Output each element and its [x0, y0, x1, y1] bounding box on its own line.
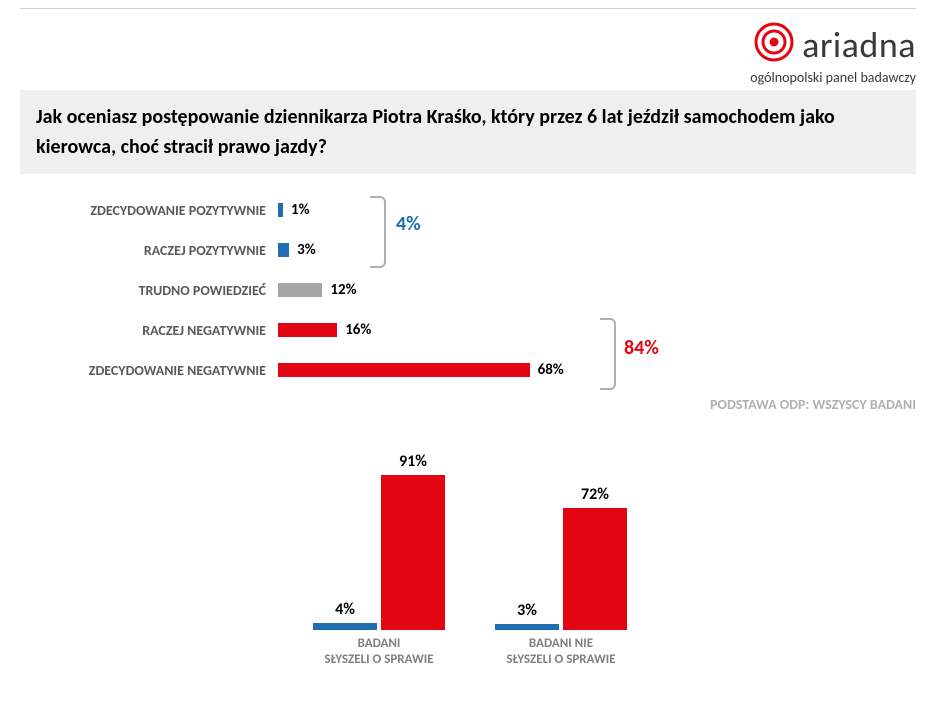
hbar-track: 12%: [278, 270, 648, 310]
page-root: ariadna ogólnopolski panel badawczy Jak …: [0, 0, 936, 702]
bracket-positive-label: 4%: [396, 212, 421, 236]
footnote: PODSTAWA ODP: WSZYSCY BADANI: [710, 396, 916, 413]
vbar-value: 91%: [399, 452, 427, 471]
hbar: [278, 323, 337, 337]
hbar-track: 1%: [278, 190, 648, 230]
hbar-track: 16%: [278, 310, 648, 350]
hbar-value: 1%: [291, 201, 310, 219]
brand-name: ariadna: [802, 23, 916, 67]
vbar: [313, 623, 377, 630]
vbar-box: 4%: [313, 440, 377, 630]
vbar-caption-line: BADANI NIE: [506, 636, 615, 652]
top-rule: [20, 8, 916, 9]
vbar: [495, 624, 559, 630]
vbar-pair: 4% 91%: [313, 440, 445, 630]
bracket-positive: [370, 196, 386, 268]
vbar-caption: BADANISŁYSZELI O SPRAWIE: [324, 636, 433, 669]
hbar-label: RACZEJ NEGATYWNIE: [20, 322, 278, 339]
hbar-value: 16%: [345, 321, 371, 339]
hbar-label: ZDECYDOWANIE NEGATYWNIE: [20, 362, 278, 379]
vbar-caption-line: BADANI: [324, 636, 433, 652]
hbar-label: RACZEJ POZYTYWNIE: [20, 242, 278, 259]
brand-target-icon: [754, 22, 794, 67]
vbar-group: 3% 72% BADANI NIESŁYSZELI O SPRAWIE: [495, 440, 627, 680]
bracket-negative-label: 84%: [624, 336, 659, 360]
vbar: [381, 475, 445, 630]
hbar-track: 3%: [278, 230, 648, 270]
hbar-row: RACZEJ NEGATYWNIE 16%: [20, 310, 916, 350]
hbar-row: RACZEJ POZYTYWNIE 3%: [20, 230, 916, 270]
question-box: Jak oceniasz postępowanie dziennikarza P…: [20, 90, 916, 174]
vbar-pair: 3% 72%: [495, 440, 627, 630]
brand-logo-area: ariadna ogólnopolski panel badawczy: [750, 22, 916, 86]
vbar-box: 91%: [381, 440, 445, 630]
vbar-value: 3%: [517, 601, 537, 620]
question-text: Jak oceniasz postępowanie dziennikarza P…: [36, 102, 900, 162]
bracket-negative: [600, 318, 616, 390]
hbar-value: 12%: [330, 281, 356, 299]
hbar-label: ZDECYDOWANIE POZYTYWNIE: [20, 202, 278, 219]
vbar-value: 4%: [335, 600, 355, 619]
hbar: [278, 283, 322, 297]
brand-logo-row: ariadna: [750, 22, 916, 67]
hbar-track: 68%: [278, 350, 648, 390]
vertical-bar-chart: 4%91%BADANISŁYSZELI O SPRAWIE3%72%BADANI…: [260, 440, 680, 680]
hbar: [278, 203, 283, 217]
horizontal-bar-chart: ZDECYDOWANIE POZYTYWNIE 1% RACZEJ POZYTYWN…: [20, 190, 916, 420]
hbar-value: 3%: [297, 241, 316, 259]
hbar-row: ZDECYDOWANIE NEGATYWNIE 68%: [20, 350, 916, 390]
vbar-caption-line: SŁYSZELI O SPRAWIE: [324, 652, 433, 668]
hbar-value: 68%: [538, 361, 564, 379]
hbar-row: ZDECYDOWANIE POZYTYWNIE 1%: [20, 190, 916, 230]
vbar-box: 3%: [495, 440, 559, 630]
brand-tagline: ogólnopolski panel badawczy: [750, 69, 916, 86]
vbar-caption: BADANI NIESŁYSZELI O SPRAWIE: [506, 636, 615, 669]
hbar-row: TRUDNO POWIEDZIEĆ 12%: [20, 270, 916, 310]
hbar: [278, 243, 289, 257]
hbar-label: TRUDNO POWIEDZIEĆ: [20, 282, 278, 299]
vbar: [563, 508, 627, 630]
hbar: [278, 363, 530, 377]
vbar-group: 4% 91% BADANISŁYSZELI O SPRAWIE: [313, 440, 445, 680]
vbar-box: 72%: [563, 440, 627, 630]
vbar-caption-line: SŁYSZELI O SPRAWIE: [506, 652, 615, 668]
vbar-value: 72%: [581, 485, 609, 504]
